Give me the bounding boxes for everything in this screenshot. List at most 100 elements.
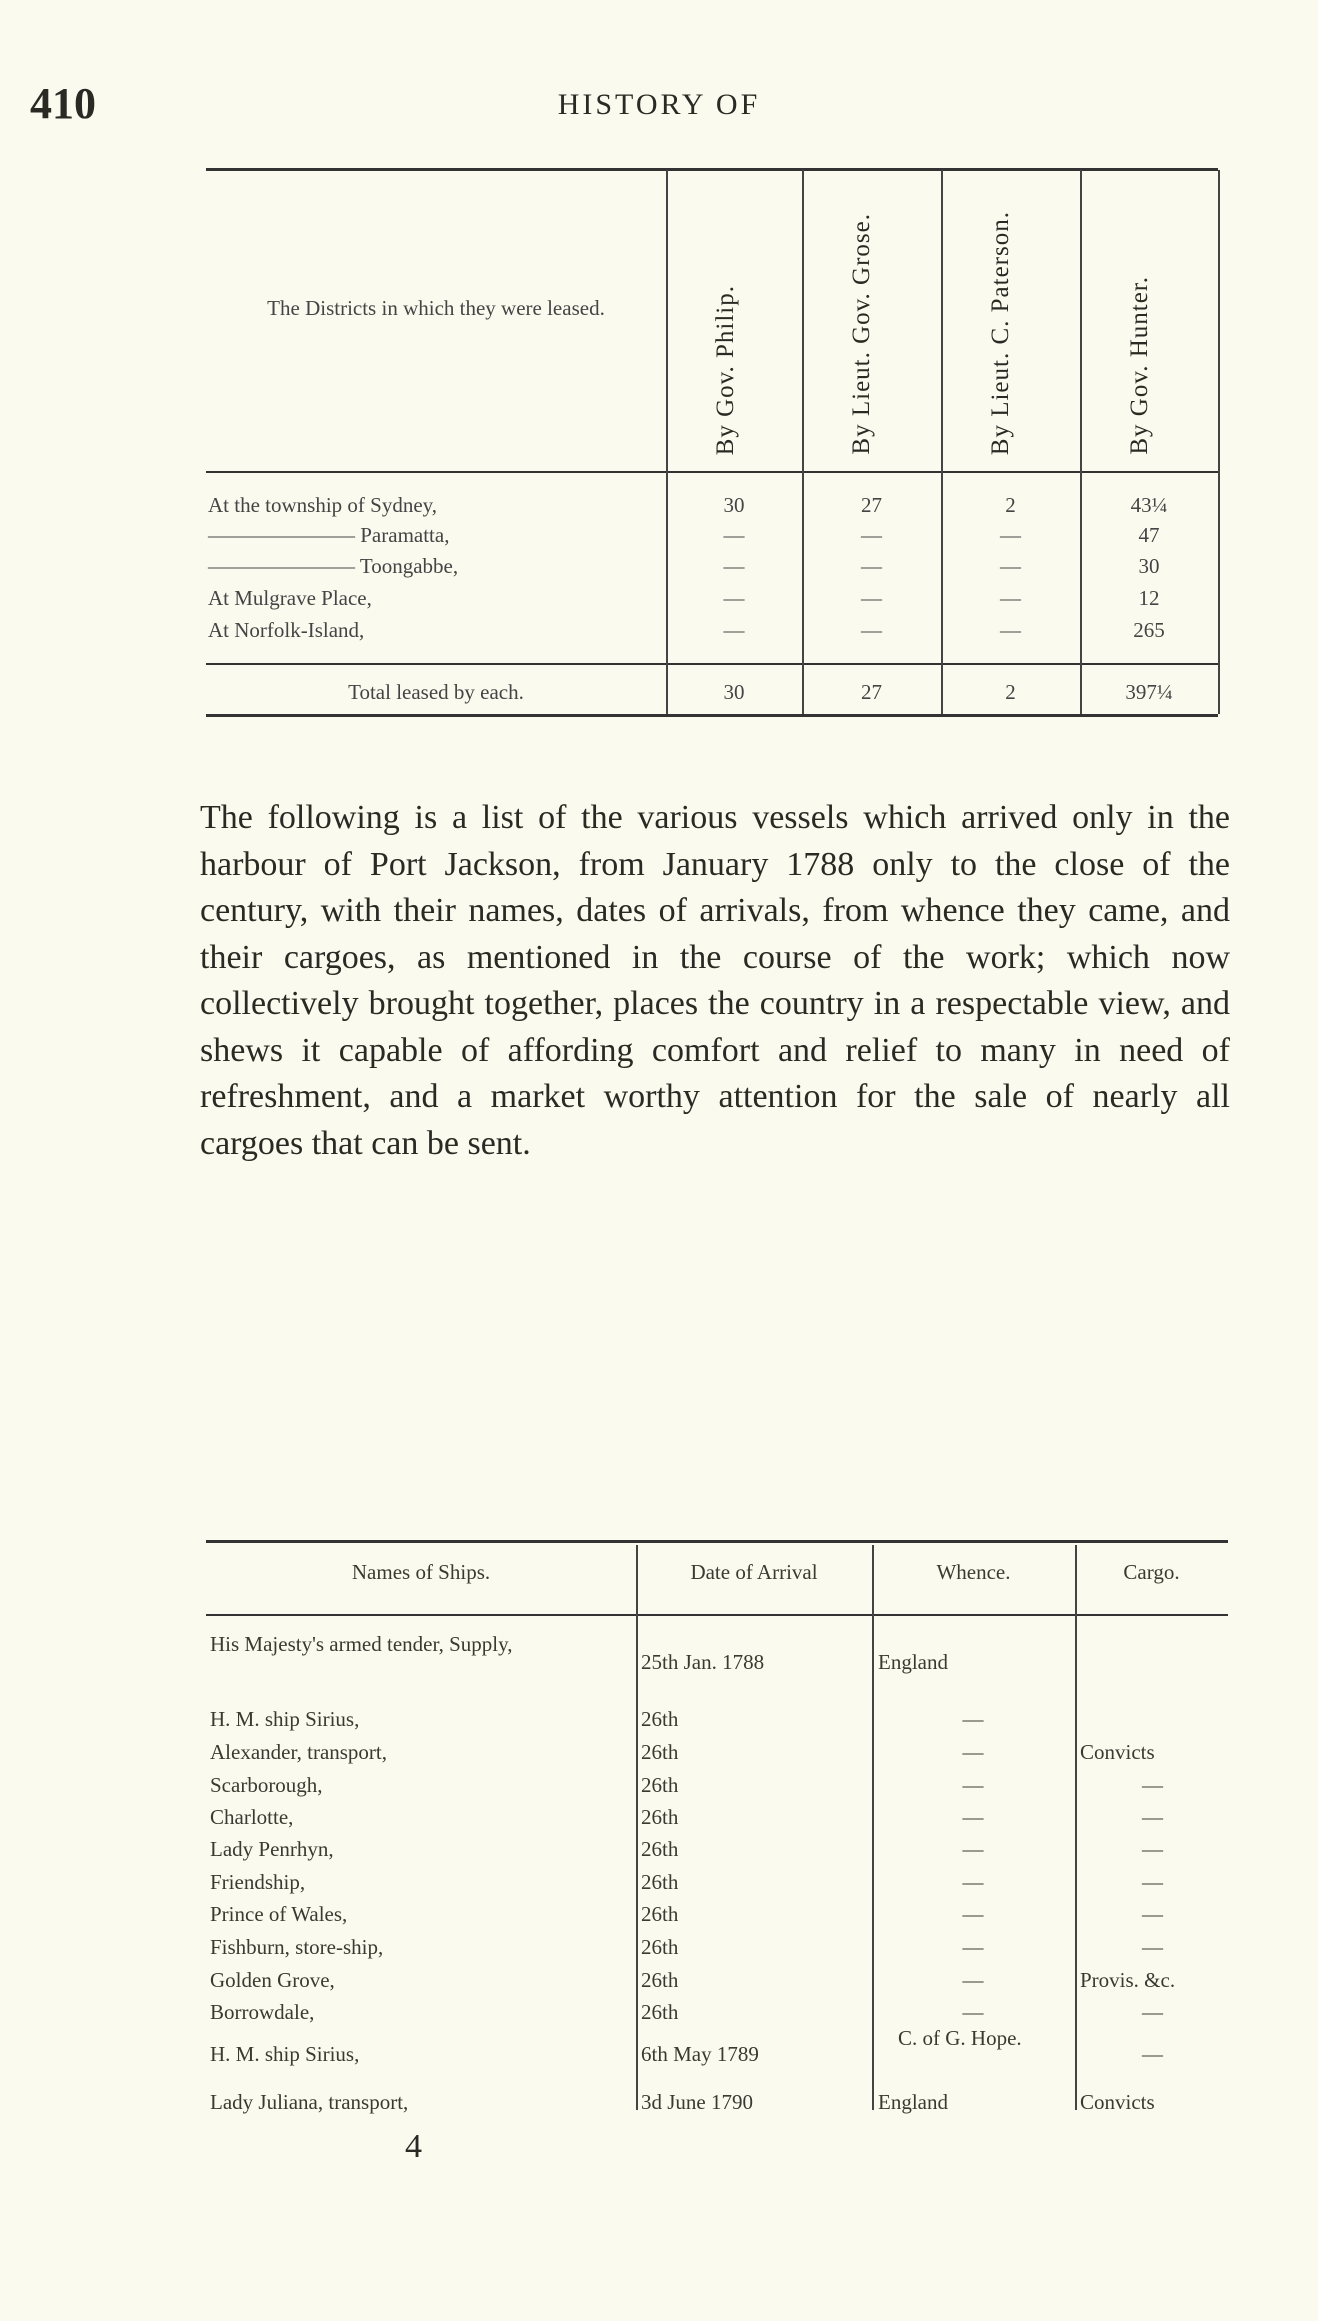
arrival-date: 26th xyxy=(641,1740,679,1764)
origin: — xyxy=(962,2000,984,2024)
lease-count: 30 xyxy=(723,493,745,517)
district-name: At Mulgrave Place, xyxy=(208,586,372,610)
column-divider xyxy=(636,1545,638,2110)
origin: — xyxy=(962,1902,984,1926)
origin: England xyxy=(878,2090,948,2114)
origin: England xyxy=(878,1650,948,1674)
arrival-date: 25th Jan. 1788 xyxy=(641,1650,765,1674)
cargo: — xyxy=(1142,1870,1163,1894)
column-header: Names of Ships. xyxy=(351,1560,491,1584)
lease-count: — xyxy=(723,586,745,610)
cargo: — xyxy=(1142,2000,1163,2024)
cargo: Provis. &c. xyxy=(1080,1968,1176,1992)
ship-name: Borrowdale, xyxy=(210,2000,315,2024)
ship-name: Lady Penrhyn, xyxy=(210,1837,334,1861)
ship-name: H. M. ship Sirius, xyxy=(210,2042,360,2066)
signature-mark: 4 xyxy=(405,2128,422,2165)
total-label: Total leased by each. xyxy=(348,680,524,704)
origin: — xyxy=(962,1968,984,1992)
body-paragraph: The following is a list of the various v… xyxy=(200,799,1230,1162)
lease-count: 47 xyxy=(1138,523,1160,547)
lease-count: — xyxy=(723,554,745,578)
district-name: ——————— Paramatta, xyxy=(208,523,450,547)
lease-count: — xyxy=(723,523,745,547)
total-count: 397¼ xyxy=(1125,680,1173,704)
origin: — xyxy=(962,1935,984,1959)
origin: — xyxy=(962,1740,984,1764)
total-count: 2 xyxy=(1005,680,1016,704)
origin: — xyxy=(962,1773,984,1797)
total-count: 30 xyxy=(723,680,745,704)
cargo: — xyxy=(1142,1902,1163,1926)
arrival-date: 26th xyxy=(641,1805,679,1829)
lease-count: — xyxy=(861,523,882,547)
column-divider xyxy=(1218,170,1220,714)
arrival-date: 6th May 1789 xyxy=(641,2042,759,2066)
running-head: HISTORY OF xyxy=(557,88,761,121)
column-header: By Gov. Philip. xyxy=(712,284,739,455)
arrival-date: 26th xyxy=(641,1773,679,1797)
origin: — xyxy=(962,1837,984,1861)
ship-name: Lady Juliana, transport, xyxy=(210,2090,409,2114)
district-name: At Norfolk-Island, xyxy=(208,618,365,642)
arrival-date: 26th xyxy=(641,1902,679,1926)
cargo: — xyxy=(1142,1935,1163,1959)
ship-name: Golden Grove, xyxy=(210,1968,335,1992)
column-header: By Lieut. Gov. Grose. xyxy=(848,213,875,455)
district-name: ——————— Toongabbe, xyxy=(208,554,459,578)
lease-count: — xyxy=(1000,586,1021,610)
column-header: Whence. xyxy=(936,1560,1011,1584)
column-header: Date of Arrival xyxy=(690,1560,818,1584)
arrival-date: 3d June 1790 xyxy=(641,2090,753,2114)
column-divider xyxy=(1080,170,1082,714)
lease-count: 2 xyxy=(1005,493,1016,517)
lease-count: 43¼ xyxy=(1130,493,1168,517)
column-divider xyxy=(802,170,804,714)
ship-name: Charlotte, xyxy=(210,1805,294,1829)
table-rule xyxy=(206,168,1218,171)
arrival-date: 26th xyxy=(641,1968,679,1992)
lease-count: 265 xyxy=(1133,618,1165,642)
district-name: At the township of Sydney, xyxy=(208,493,438,517)
column-divider xyxy=(941,170,943,714)
cargo: — xyxy=(1142,1773,1163,1797)
cargo: — xyxy=(1142,1805,1163,1829)
lease-count: — xyxy=(1000,523,1021,547)
arrival-date: 26th xyxy=(641,1870,679,1894)
column-divider xyxy=(1075,1545,1077,2110)
lease-count: 30 xyxy=(1138,554,1160,578)
lease-count: — xyxy=(861,618,882,642)
column-divider xyxy=(872,1545,874,2110)
table-rule xyxy=(206,663,1218,665)
arrival-date: 26th xyxy=(641,1707,679,1731)
lease-count: — xyxy=(861,586,882,610)
ship-name: H. M. ship Sirius, xyxy=(210,1707,360,1731)
cargo: Convicts xyxy=(1080,1740,1155,1764)
ship-name: Prince of Wales, xyxy=(210,1902,348,1926)
column-header: By Gov. Hunter. xyxy=(1126,276,1153,455)
table-rule xyxy=(206,1540,1228,1543)
lease-count: — xyxy=(1000,618,1021,642)
district-header: The Districts in which they were leased. xyxy=(267,296,605,320)
lease-count: — xyxy=(723,618,745,642)
ship-name: Friendship, xyxy=(210,1870,306,1894)
cargo: — xyxy=(1142,1837,1163,1861)
column-header: By Lieut. C. Paterson. xyxy=(987,210,1014,455)
origin: — xyxy=(962,1707,984,1731)
ship-name: Scarborough, xyxy=(210,1773,323,1797)
origin: C. of G. Hope. xyxy=(898,2026,1022,2050)
ship-name: Fishburn, store-ship, xyxy=(210,1935,384,1959)
page-number: 410 xyxy=(30,79,96,128)
lease-count: — xyxy=(1000,554,1021,578)
arrival-date: 26th xyxy=(641,1837,679,1861)
table-rule xyxy=(206,471,1218,473)
lease-count: — xyxy=(861,554,882,578)
column-header: Cargo. xyxy=(1123,1560,1180,1584)
lease-count: 12 xyxy=(1138,586,1160,610)
total-count: 27 xyxy=(861,680,882,704)
ship-name: Alexander, transport, xyxy=(210,1740,388,1764)
table-rule xyxy=(206,1614,1228,1616)
arrival-date: 26th xyxy=(641,1935,679,1959)
lease-count: 27 xyxy=(861,493,882,517)
